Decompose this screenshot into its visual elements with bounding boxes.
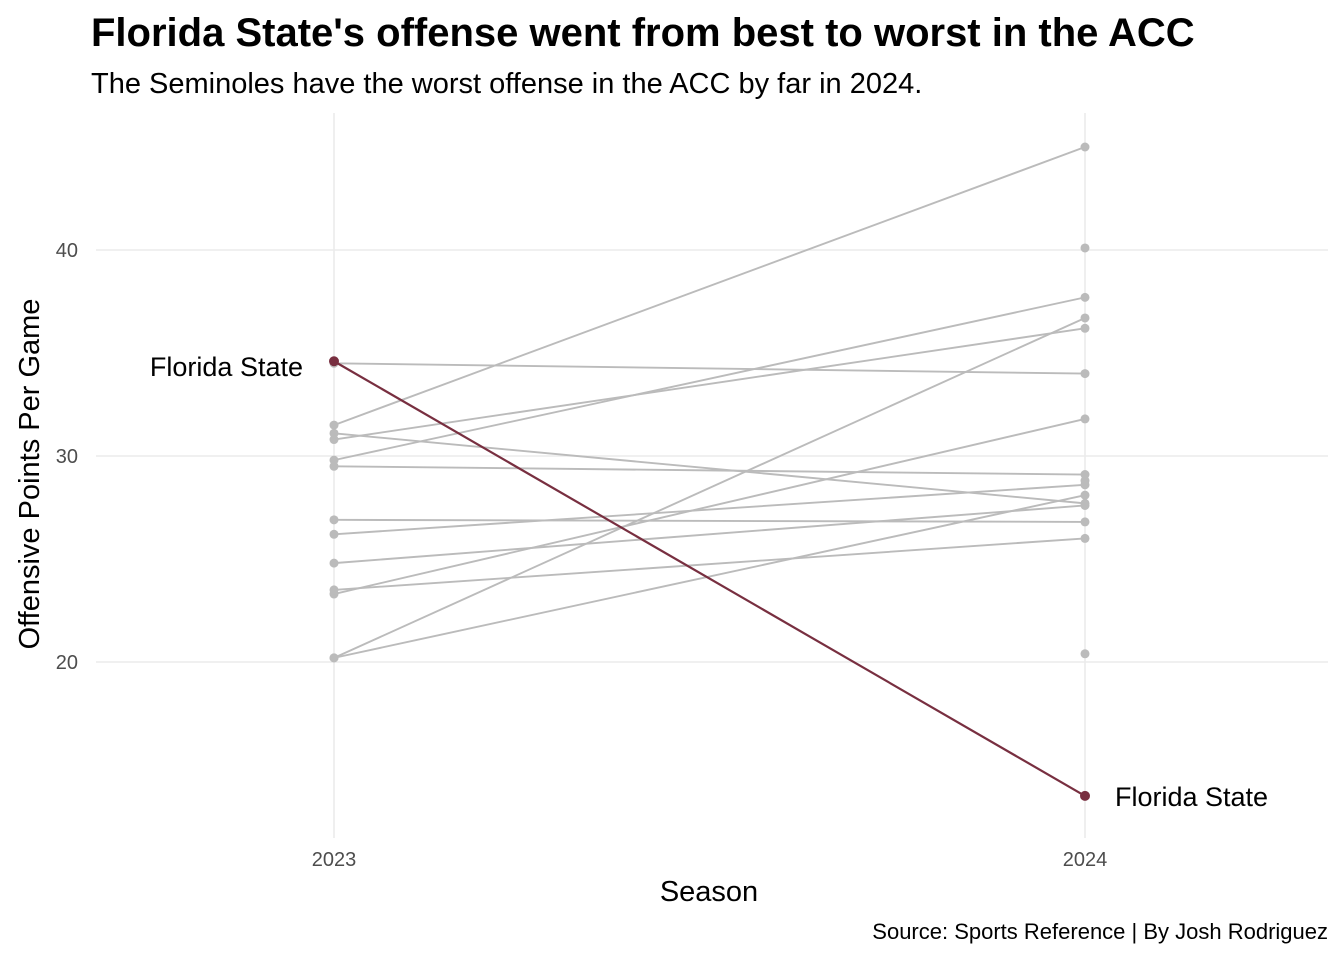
highlight-series [329, 356, 1090, 801]
x-tick-label-2023: 2023 [312, 849, 357, 871]
highlight-point-2023 [329, 356, 339, 367]
series-point-9-2023 [329, 515, 339, 525]
x-tick-label-2024: 2024 [1063, 849, 1108, 871]
y-tick-label-30: 30 [56, 446, 78, 468]
series-line-6 [333, 417, 1086, 595]
series-line-2 [333, 296, 1086, 462]
series-point-7-2024 [1080, 470, 1090, 480]
series-point-2-2024 [1080, 292, 1090, 302]
series-point-11-2023 [329, 558, 339, 568]
x-axis-title: Season [660, 876, 758, 908]
extra-point-1 [1080, 243, 1090, 253]
highlight-point-2024 [1080, 790, 1090, 801]
labels: 20 30 40 2023 2024 Florida State Florida State [56, 240, 1268, 871]
chart-title: Florida State's offense went from best t… [91, 11, 1195, 55]
series-point-3-2023 [329, 435, 339, 445]
series-point-3-2024 [1080, 323, 1090, 333]
series-line-4 [333, 362, 1086, 375]
series-point-13-2023 [329, 653, 339, 663]
series-point-6-2024 [1080, 414, 1090, 424]
series-point-8-2023 [329, 428, 339, 438]
extra-point-2 [1080, 476, 1090, 486]
y-tick-label-20: 20 [56, 652, 78, 674]
series-point-12-2023 [329, 585, 339, 595]
series-point-1-2023 [329, 420, 339, 430]
series-line-7 [333, 465, 1086, 476]
series-point-10-2023 [329, 529, 339, 539]
series-line-10 [333, 483, 1086, 536]
series-point-9-2024 [1080, 517, 1090, 527]
series-point-11-2024 [1080, 500, 1090, 510]
series-point-2-2023 [329, 455, 339, 465]
highlight-label-2023: Florida State [150, 352, 303, 382]
series-line-5 [333, 317, 1086, 659]
series-point-12-2024 [1080, 533, 1090, 543]
series-line-3 [333, 327, 1086, 441]
highlight-line [332, 360, 1087, 798]
chart-subtitle: The Seminoles have the worst offense in … [91, 68, 923, 100]
series-point-4-2024 [1080, 369, 1090, 379]
y-axis-title: Offensive Points Per Game [14, 299, 46, 650]
series-point-13-2024 [1080, 490, 1090, 500]
series-point-1-2024 [1080, 142, 1090, 152]
y-tick-label-40: 40 [56, 240, 78, 262]
series-lines [329, 142, 1090, 663]
extra-point-3 [1080, 649, 1090, 659]
gridlines [96, 113, 1328, 838]
series-line-1 [333, 146, 1086, 427]
series-line-8 [333, 432, 1086, 505]
highlight-label-2024: Florida State [1115, 782, 1268, 812]
series-line-12 [333, 537, 1086, 591]
series-point-5-2024 [1080, 313, 1090, 323]
series-line-11 [333, 504, 1086, 565]
chart-caption: Source: Sports Reference | By Josh Rodri… [872, 919, 1328, 944]
series-line-13 [333, 494, 1086, 659]
series-point-7-2023 [329, 461, 339, 471]
